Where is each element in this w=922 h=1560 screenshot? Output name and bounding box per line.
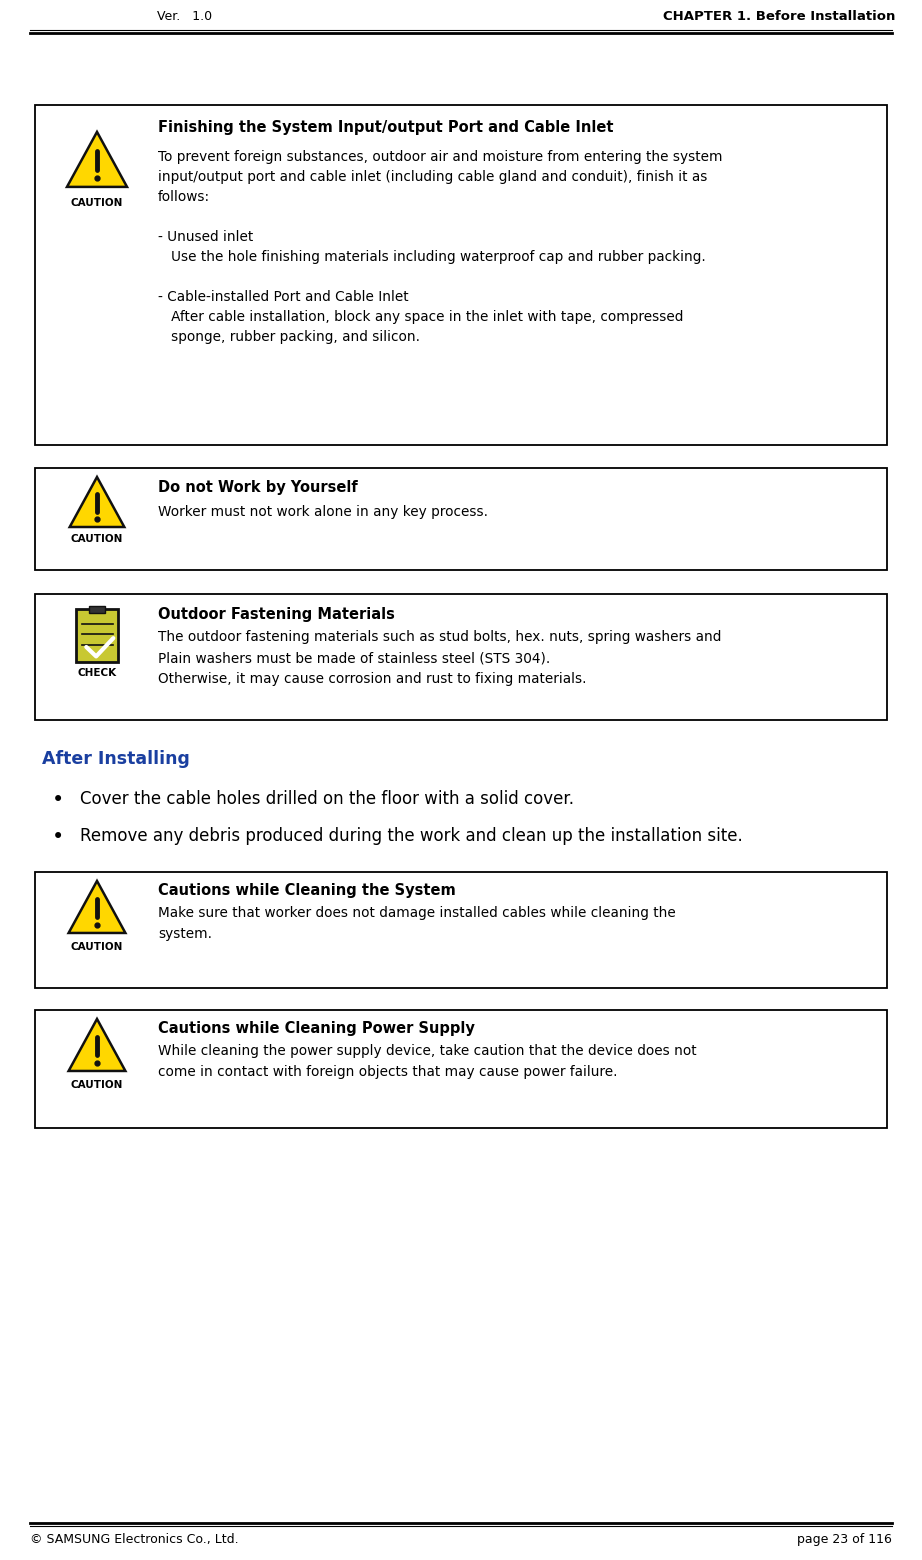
Text: Otherwise, it may cause corrosion and rust to fixing materials.: Otherwise, it may cause corrosion and ru…: [158, 672, 586, 686]
Text: CHECK: CHECK: [77, 668, 116, 679]
Text: follows:: follows:: [158, 190, 210, 204]
Text: Finishing the System Input/output Port and Cable Inlet: Finishing the System Input/output Port a…: [158, 120, 613, 136]
Text: Cautions while Cleaning the System: Cautions while Cleaning the System: [158, 883, 455, 899]
Text: Cover the cable holes drilled on the floor with a solid cover.: Cover the cable holes drilled on the flo…: [80, 789, 574, 808]
Polygon shape: [70, 477, 124, 527]
Text: Do not Work by Yourself: Do not Work by Yourself: [158, 480, 358, 495]
Text: Plain washers must be made of stainless steel (STS 304).: Plain washers must be made of stainless …: [158, 651, 550, 665]
Text: © SAMSUNG Electronics Co., Ltd.: © SAMSUNG Electronics Co., Ltd.: [30, 1533, 239, 1546]
Text: Make sure that worker does not damage installed cables while cleaning the: Make sure that worker does not damage in…: [158, 906, 676, 920]
Bar: [35, 468, 887, 569]
Polygon shape: [67, 133, 127, 187]
Text: •: •: [52, 789, 65, 810]
Text: system.: system.: [158, 927, 212, 941]
Bar: [35, 105, 887, 445]
Polygon shape: [68, 881, 125, 933]
Text: Cautions while Cleaning Power Supply: Cautions while Cleaning Power Supply: [158, 1020, 475, 1036]
Text: While cleaning the power supply device, take caution that the device does not: While cleaning the power supply device, …: [158, 1044, 697, 1058]
Text: Worker must not work alone in any key process.: Worker must not work alone in any key pr…: [158, 505, 488, 519]
Bar: [89, 605, 104, 613]
Text: The outdoor fastening materials such as stud bolts, hex. nuts, spring washers an: The outdoor fastening materials such as …: [158, 630, 721, 644]
Text: CAUTION: CAUTION: [71, 534, 124, 544]
Text: CAUTION: CAUTION: [71, 942, 124, 952]
Bar: [35, 872, 887, 987]
Text: Outdoor Fastening Materials: Outdoor Fastening Materials: [158, 607, 395, 622]
Text: •: •: [52, 827, 65, 847]
Text: - Unused inlet: - Unused inlet: [158, 229, 254, 243]
Text: - Cable-installed Port and Cable Inlet: - Cable-installed Port and Cable Inlet: [158, 290, 408, 304]
Text: After Installing: After Installing: [42, 750, 190, 768]
Text: Ver.   1.0: Ver. 1.0: [157, 9, 212, 23]
Text: come in contact with foreign objects that may cause power failure.: come in contact with foreign objects tha…: [158, 1065, 618, 1080]
Text: Use the hole finishing materials including waterproof cap and rubber packing.: Use the hole finishing materials includi…: [158, 250, 705, 264]
Text: CHAPTER 1. Before Installation: CHAPTER 1. Before Installation: [663, 9, 895, 23]
Text: input/output port and cable inlet (including cable gland and conduit), finish it: input/output port and cable inlet (inclu…: [158, 170, 707, 184]
Text: To prevent foreign substances, outdoor air and moisture from entering the system: To prevent foreign substances, outdoor a…: [158, 150, 723, 164]
Text: CAUTION: CAUTION: [71, 1080, 124, 1090]
Text: Remove any debris produced during the work and clean up the installation site.: Remove any debris produced during the wo…: [80, 827, 743, 846]
Text: page 23 of 116: page 23 of 116: [798, 1533, 892, 1546]
Bar: [35, 1009, 887, 1128]
Bar: [35, 594, 887, 721]
Text: CAUTION: CAUTION: [71, 198, 124, 207]
Bar: [76, 610, 118, 661]
Text: sponge, rubber packing, and silicon.: sponge, rubber packing, and silicon.: [158, 331, 420, 345]
Polygon shape: [68, 1019, 125, 1072]
Text: After cable installation, block any space in the inlet with tape, compressed: After cable installation, block any spac…: [158, 310, 683, 324]
